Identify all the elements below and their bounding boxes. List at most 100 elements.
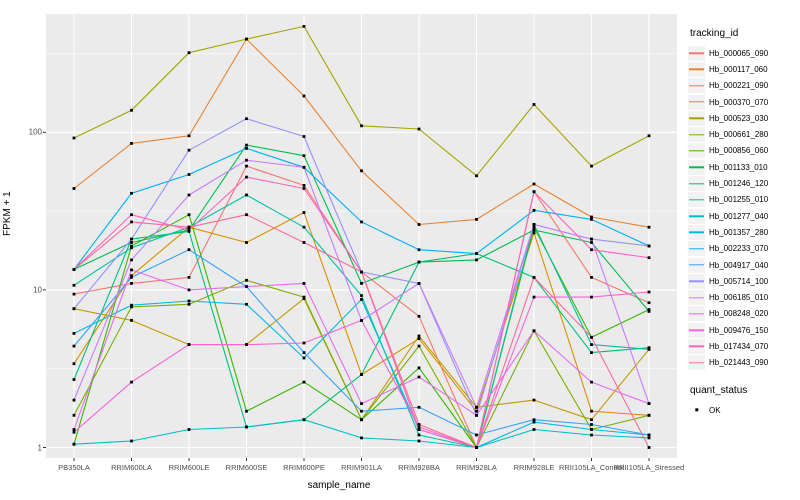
ok-marker-icon	[688, 402, 705, 418]
data-point	[532, 428, 536, 431]
data-point	[590, 423, 593, 426]
x-axis-title: sample_name	[307, 480, 371, 491]
data-point	[475, 252, 478, 255]
data-point	[130, 268, 133, 272]
data-point	[532, 208, 536, 212]
data-point	[532, 228, 536, 232]
data-point	[302, 341, 306, 345]
data-point	[72, 268, 76, 271]
legend-item: Hb_005714_100	[688, 273, 798, 289]
data-point	[302, 154, 306, 158]
data-point	[187, 148, 191, 152]
data-point	[590, 428, 593, 431]
data-point	[360, 124, 363, 128]
data-point	[417, 428, 421, 431]
data-point	[187, 51, 191, 55]
legend-item: Hb_017434_070	[688, 338, 798, 354]
data-point	[72, 430, 76, 434]
data-point	[647, 310, 651, 313]
legend-key-icon	[688, 127, 705, 143]
data-point	[302, 184, 306, 187]
data-point	[532, 231, 536, 235]
data-point	[72, 398, 76, 402]
x-tick-label: RRIM600LA	[111, 463, 152, 472]
data-point	[360, 270, 363, 274]
data-point	[130, 220, 133, 224]
legend-item-label: Hb_005714_100	[709, 276, 769, 286]
data-point	[647, 301, 651, 305]
data-point	[360, 418, 363, 422]
data-point	[130, 439, 133, 443]
x-tick-label: PB350LA	[58, 463, 90, 472]
data-point	[302, 295, 306, 299]
y-tick-label: 1	[37, 443, 42, 452]
legend-item-label: Hb_000065_090	[709, 48, 769, 58]
legend-item: Hb_001357_280	[688, 224, 798, 240]
data-point	[187, 299, 191, 303]
data-point	[417, 223, 421, 226]
data-point	[647, 433, 651, 437]
data-point	[72, 428, 76, 431]
data-point	[130, 108, 133, 112]
data-point	[590, 164, 593, 168]
data-point	[130, 241, 133, 244]
data-point	[130, 274, 133, 278]
legend-item: Hb_000661_280	[688, 126, 798, 143]
data-point	[302, 25, 306, 28]
legend-items: Hb_000065_090 Hb_000117_060 Hb_000221_090 H…	[688, 45, 798, 371]
data-point	[417, 127, 421, 131]
legend-item-label: Hb_000117_060	[709, 64, 768, 74]
legend-key-icon	[688, 94, 705, 110]
data-point	[245, 147, 248, 150]
data-point	[245, 343, 248, 346]
data-point	[360, 169, 363, 173]
data-point	[130, 258, 133, 262]
data-point	[417, 282, 421, 285]
data-point	[360, 319, 363, 322]
data-point	[360, 436, 363, 440]
data-point	[590, 409, 593, 413]
legend-item: Hb_000370_070	[688, 94, 798, 110]
legend-item-label: Hb_002233_070	[709, 244, 769, 254]
data-point	[417, 314, 421, 318]
data-point	[187, 302, 191, 306]
data-point	[245, 213, 248, 217]
data-point	[245, 193, 248, 197]
legend-item-label: Hb_000661_280	[709, 130, 769, 140]
legend-key-icon	[688, 322, 705, 338]
legend-item: Hb_008248_020	[688, 306, 798, 322]
x-tick-label: RRII105LA_Control	[558, 463, 625, 472]
data-point	[532, 276, 536, 279]
data-point	[245, 409, 248, 413]
data-point	[590, 351, 593, 354]
data-point	[532, 190, 536, 194]
data-point	[130, 303, 133, 307]
data-point	[647, 308, 651, 311]
legend: tracking_id Hb_000065_090 Hb_000117_060 Hb…	[688, 28, 798, 418]
data-point	[360, 409, 363, 413]
data-point	[590, 433, 593, 437]
data-point	[130, 305, 133, 309]
data-point	[130, 319, 133, 322]
data-point	[647, 402, 651, 405]
data-point	[417, 375, 421, 379]
data-point	[245, 175, 248, 179]
data-point	[245, 278, 248, 282]
data-point	[417, 260, 421, 264]
legend-key-icon	[688, 78, 705, 94]
data-point	[647, 436, 651, 440]
data-point	[302, 241, 306, 244]
data-point	[647, 347, 651, 351]
data-point	[417, 439, 421, 443]
data-point	[302, 282, 306, 285]
data-point	[360, 220, 363, 224]
data-point	[647, 134, 651, 138]
data-point	[130, 237, 133, 241]
data-point	[475, 413, 478, 417]
legend-item-label: Hb_006185_010	[709, 293, 769, 303]
data-point	[647, 244, 651, 248]
data-point	[187, 276, 191, 279]
legend-key-icon	[688, 110, 705, 126]
data-point	[72, 136, 76, 140]
data-point	[302, 165, 306, 169]
